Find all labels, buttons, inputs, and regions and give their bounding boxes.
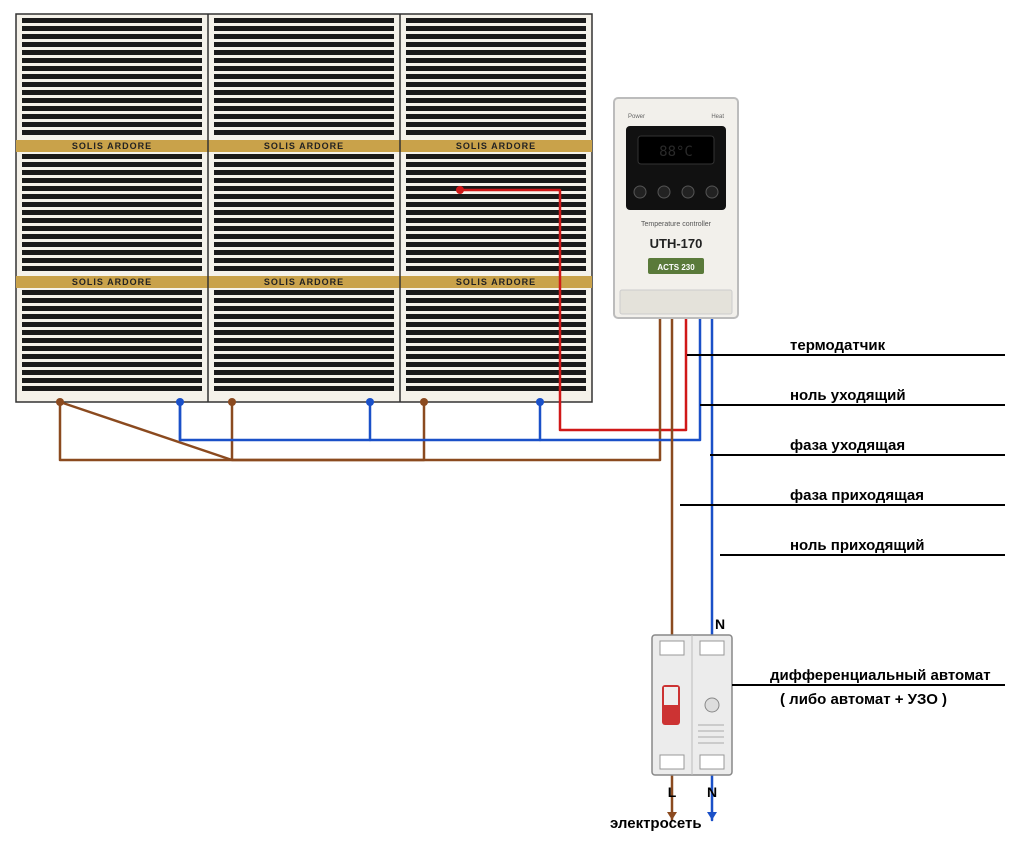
svg-text:N: N xyxy=(715,616,725,632)
svg-text:L: L xyxy=(668,784,677,800)
svg-text:SOLIS ARDORE: SOLIS ARDORE xyxy=(264,141,344,151)
svg-text:ноль уходящий: ноль уходящий xyxy=(790,387,906,404)
svg-text:термодатчик: термодатчик xyxy=(790,337,886,354)
svg-text:Heat: Heat xyxy=(711,114,724,120)
svg-text:( либо автомат + УЗО ): ( либо автомат + УЗО ) xyxy=(780,691,947,708)
svg-text:ACTS 230: ACTS 230 xyxy=(657,263,695,272)
svg-text:SOLIS ARDORE: SOLIS ARDORE xyxy=(72,277,152,287)
svg-text:SOLIS ARDORE: SOLIS ARDORE xyxy=(456,277,536,287)
svg-text:дифференциальный автомат: дифференциальный автомат xyxy=(770,667,991,684)
svg-text:SOLIS ARDORE: SOLIS ARDORE xyxy=(456,141,536,151)
svg-text:Temperature controller: Temperature controller xyxy=(641,221,712,228)
svg-text:SOLIS ARDORE: SOLIS ARDORE xyxy=(264,277,344,287)
svg-text:электросеть: электросеть xyxy=(610,815,702,832)
svg-text:88°C: 88°C xyxy=(659,144,693,160)
svg-text:фаза приходящая: фаза приходящая xyxy=(790,487,924,504)
svg-text:N: N xyxy=(707,784,717,800)
svg-text:UTH-170: UTH-170 xyxy=(650,236,703,251)
svg-text:ноль приходящий: ноль приходящий xyxy=(790,537,925,554)
svg-text:Power: Power xyxy=(628,114,645,120)
svg-text:фаза уходящая: фаза уходящая xyxy=(790,437,905,454)
svg-text:SOLIS ARDORE: SOLIS ARDORE xyxy=(72,141,152,151)
